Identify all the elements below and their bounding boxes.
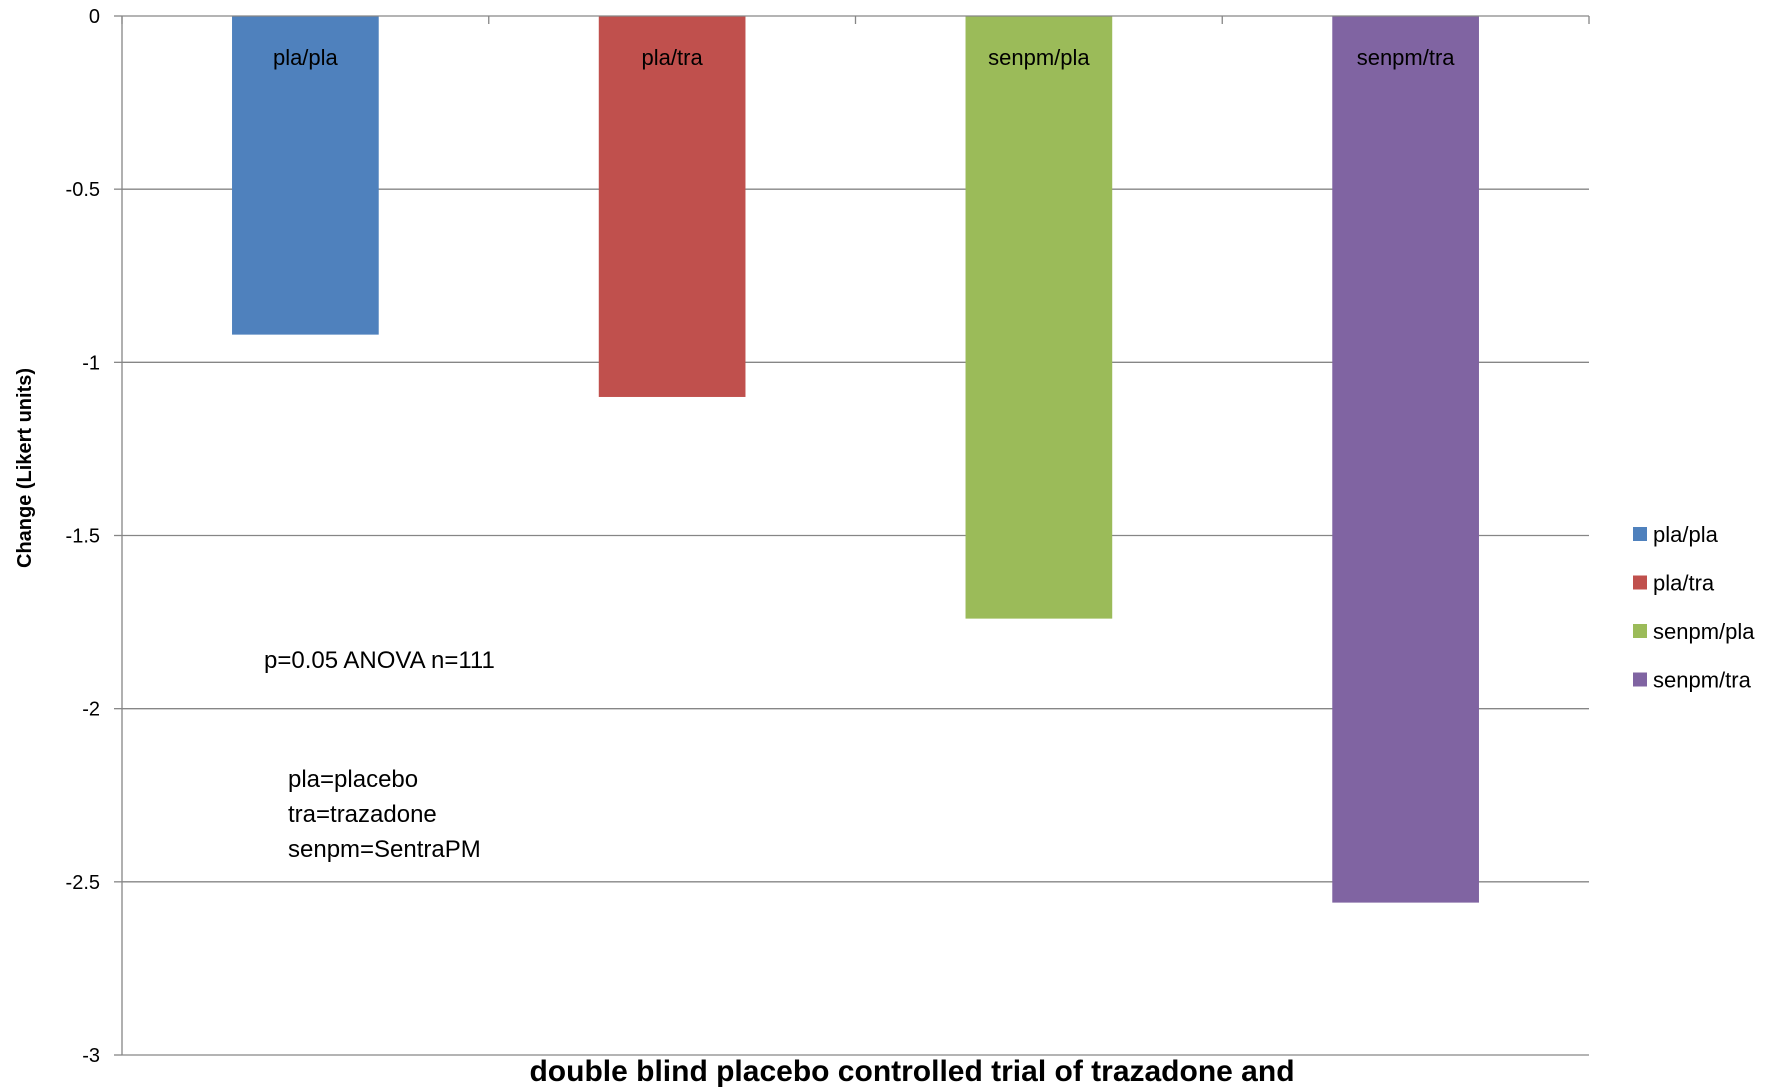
legend-swatch xyxy=(1633,527,1647,541)
legend-swatch xyxy=(1633,624,1647,638)
legend-entry-label: senpm/pla xyxy=(1653,619,1755,644)
y-tick-label: -0.5 xyxy=(66,179,100,201)
legend-swatch xyxy=(1633,672,1647,687)
legend: pla/pla pla/tra senpm/pla senpm/tra xyxy=(1633,522,1755,693)
bar-labels: pla/pla pla/tra senpm/pla senpm/tra xyxy=(273,45,1455,70)
y-tick-label: -1.5 xyxy=(66,526,100,548)
legend-note-trazadone: tra=trazadone xyxy=(288,801,437,828)
bar-senpm-tra xyxy=(1332,16,1479,903)
bar-data-label: pla/pla xyxy=(273,45,339,70)
bar-senpm-pla xyxy=(965,16,1113,619)
y-tick-label: -3 xyxy=(82,1045,100,1067)
bar-data-label: pla/tra xyxy=(642,45,704,70)
y-axis-title: Change (Likert units) xyxy=(14,368,36,568)
legend-entry-label: senpm/tra xyxy=(1653,668,1752,693)
bar-data-label: senpm/tra xyxy=(1357,45,1456,70)
bar-data-label: senpm/pla xyxy=(988,45,1090,70)
legend-note-placebo: pla=placebo xyxy=(288,766,418,793)
y-tick-label: 0 xyxy=(89,6,100,28)
legend-swatch xyxy=(1633,575,1647,590)
legend-entry-label: pla/tra xyxy=(1653,571,1715,596)
x-axis-title: double blind placebo controlled trial of… xyxy=(529,1055,1294,1088)
y-tick-label: -1 xyxy=(82,352,100,374)
legend-entry-label: pla/pla xyxy=(1653,522,1719,547)
bars xyxy=(232,16,1479,903)
y-tick-label: -2.5 xyxy=(66,872,100,894)
axes: 0 -0.5 -1 -1.5 -2 -2.5 -3 xyxy=(66,6,1590,1067)
stats-annotation: p=0.05 ANOVA n=111 xyxy=(264,647,495,674)
legend-note-sentrapm: senpm=SentraPM xyxy=(288,836,481,863)
bar-pla-pla xyxy=(232,16,379,335)
bar-pla-tra xyxy=(598,16,746,397)
y-tick-label: -2 xyxy=(82,699,100,721)
